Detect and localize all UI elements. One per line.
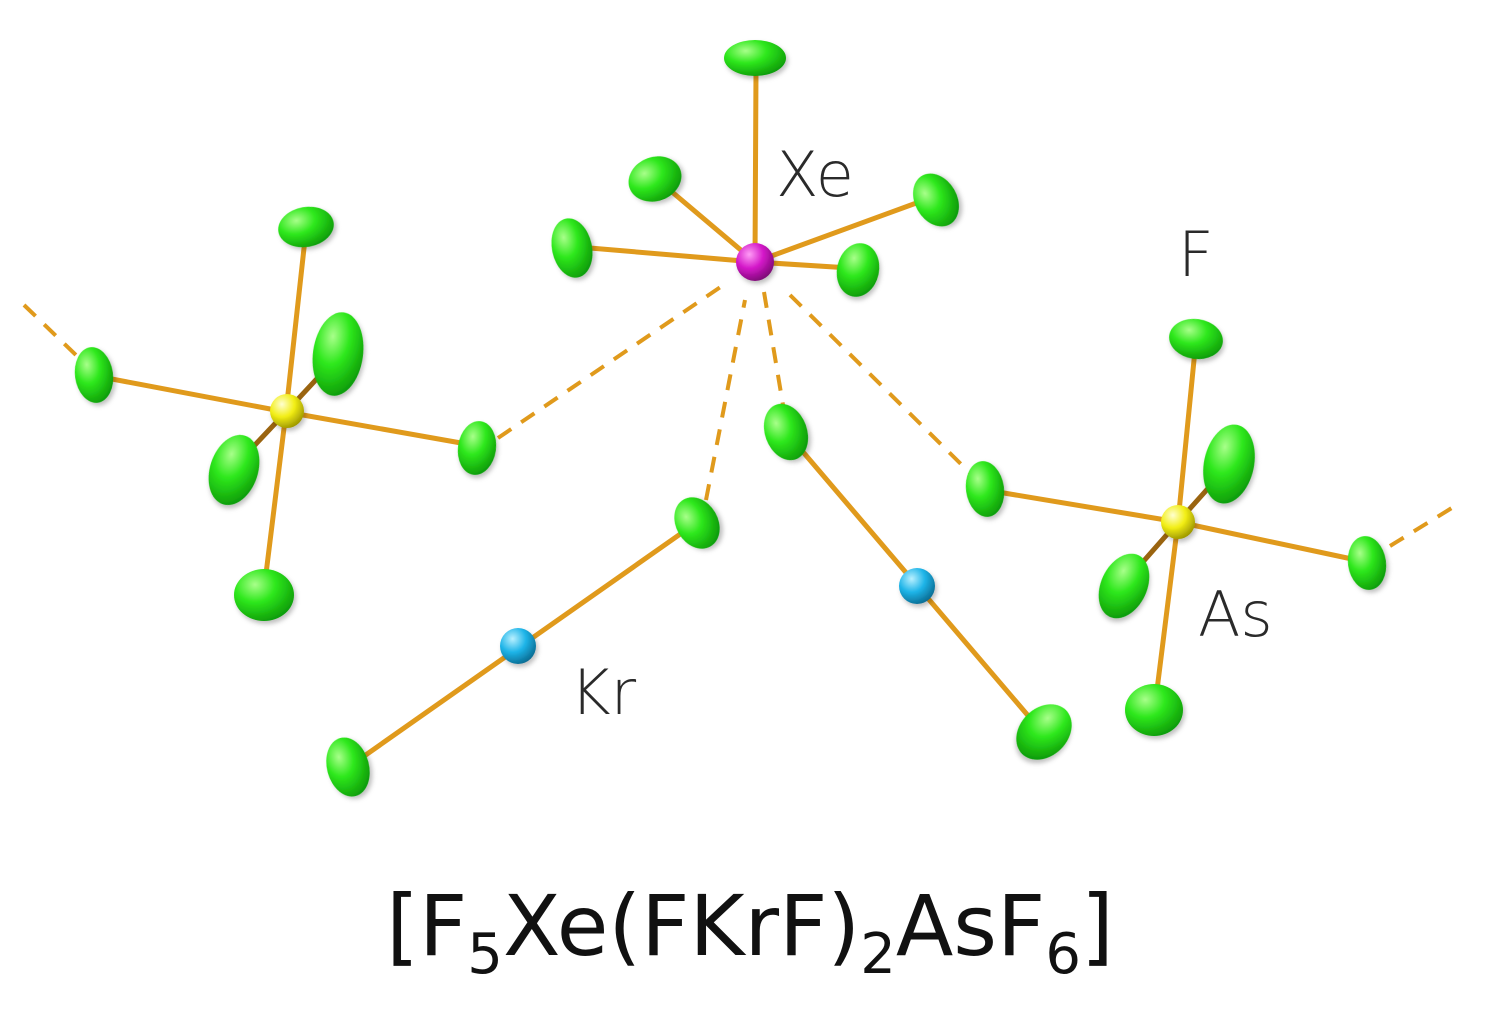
arsenic-atom bbox=[1161, 505, 1195, 539]
bond-xe-f bbox=[752, 195, 933, 265]
fluorine-atom bbox=[763, 403, 809, 461]
fluorine-atom bbox=[278, 206, 334, 248]
chemical-formula: [F5Xe(FKrF)2AsF6] bbox=[386, 877, 1114, 987]
bond-xe-f bbox=[575, 244, 758, 265]
fluorine-atom bbox=[965, 461, 1005, 517]
right-asf6-unit bbox=[965, 318, 1387, 736]
bond-as-f bbox=[1152, 519, 1181, 709]
fluorine-atom bbox=[724, 40, 786, 76]
fluorine-atom bbox=[312, 312, 364, 396]
fluorine-atom bbox=[1169, 318, 1223, 360]
bond-as-f bbox=[283, 227, 309, 415]
contact-xe-left-asf6 bbox=[496, 284, 724, 440]
formula-part: ] bbox=[1081, 877, 1114, 975]
xef5-cation bbox=[551, 40, 959, 297]
bond-as-f bbox=[983, 487, 1181, 525]
fluorine-atom bbox=[1016, 704, 1072, 760]
arsenic-atom bbox=[270, 394, 304, 428]
contact-right-extension bbox=[1388, 504, 1457, 548]
bond-as-f bbox=[261, 409, 289, 593]
fluorine-atom bbox=[326, 737, 370, 797]
bond-as-f bbox=[1175, 519, 1369, 565]
bond-as-f bbox=[93, 373, 289, 415]
formula-subscript: 5 bbox=[467, 922, 503, 987]
bond-xe-f bbox=[662, 183, 758, 265]
krypton-label: Kr bbox=[570, 656, 637, 729]
formula-part: Xe(FKrF) bbox=[503, 877, 860, 975]
formula-subscript: 2 bbox=[860, 922, 896, 987]
fluorine-atom bbox=[1203, 424, 1255, 504]
fluorine-atom bbox=[74, 347, 114, 403]
krypton-atom bbox=[899, 568, 935, 604]
contact-xe-right-asf6 bbox=[788, 293, 972, 475]
fluorine-atom bbox=[551, 218, 593, 278]
fluorine-atom bbox=[1347, 536, 1387, 590]
contact-left-extension bbox=[22, 303, 80, 359]
right-krf2-unit bbox=[763, 403, 1072, 760]
contact-xe-krf2-right bbox=[762, 291, 785, 406]
bond-as-f bbox=[283, 409, 481, 449]
fluorine-atom bbox=[208, 434, 260, 506]
fluorine-atom bbox=[234, 569, 294, 621]
krypton-atom bbox=[500, 628, 536, 664]
left-krf2-unit bbox=[326, 497, 720, 797]
fluorine-atom bbox=[913, 173, 959, 227]
left-asf6-unit bbox=[74, 206, 497, 621]
bond-as-f bbox=[1175, 337, 1199, 525]
fluorine-atom bbox=[457, 421, 497, 475]
fluorine-atom bbox=[1125, 684, 1183, 736]
fluorine-atom bbox=[836, 243, 880, 297]
xenon-atom bbox=[736, 243, 774, 281]
xenon-label: Xe bbox=[776, 138, 854, 211]
formula-part: [F bbox=[386, 877, 467, 975]
fluorine-atom bbox=[674, 497, 720, 549]
formula-part: AsF bbox=[896, 877, 1046, 975]
arsenic-label: As bbox=[1198, 578, 1273, 651]
fluorine-atom bbox=[628, 156, 682, 202]
contact-xe-krf2-left bbox=[704, 299, 747, 501]
formula-subscript: 6 bbox=[1045, 922, 1081, 987]
fluorine-bridge-contacts bbox=[22, 284, 1457, 548]
fluorine-atom bbox=[1098, 553, 1150, 619]
bond-xe-f bbox=[752, 67, 759, 265]
fluorine-label: F bbox=[1178, 218, 1214, 291]
